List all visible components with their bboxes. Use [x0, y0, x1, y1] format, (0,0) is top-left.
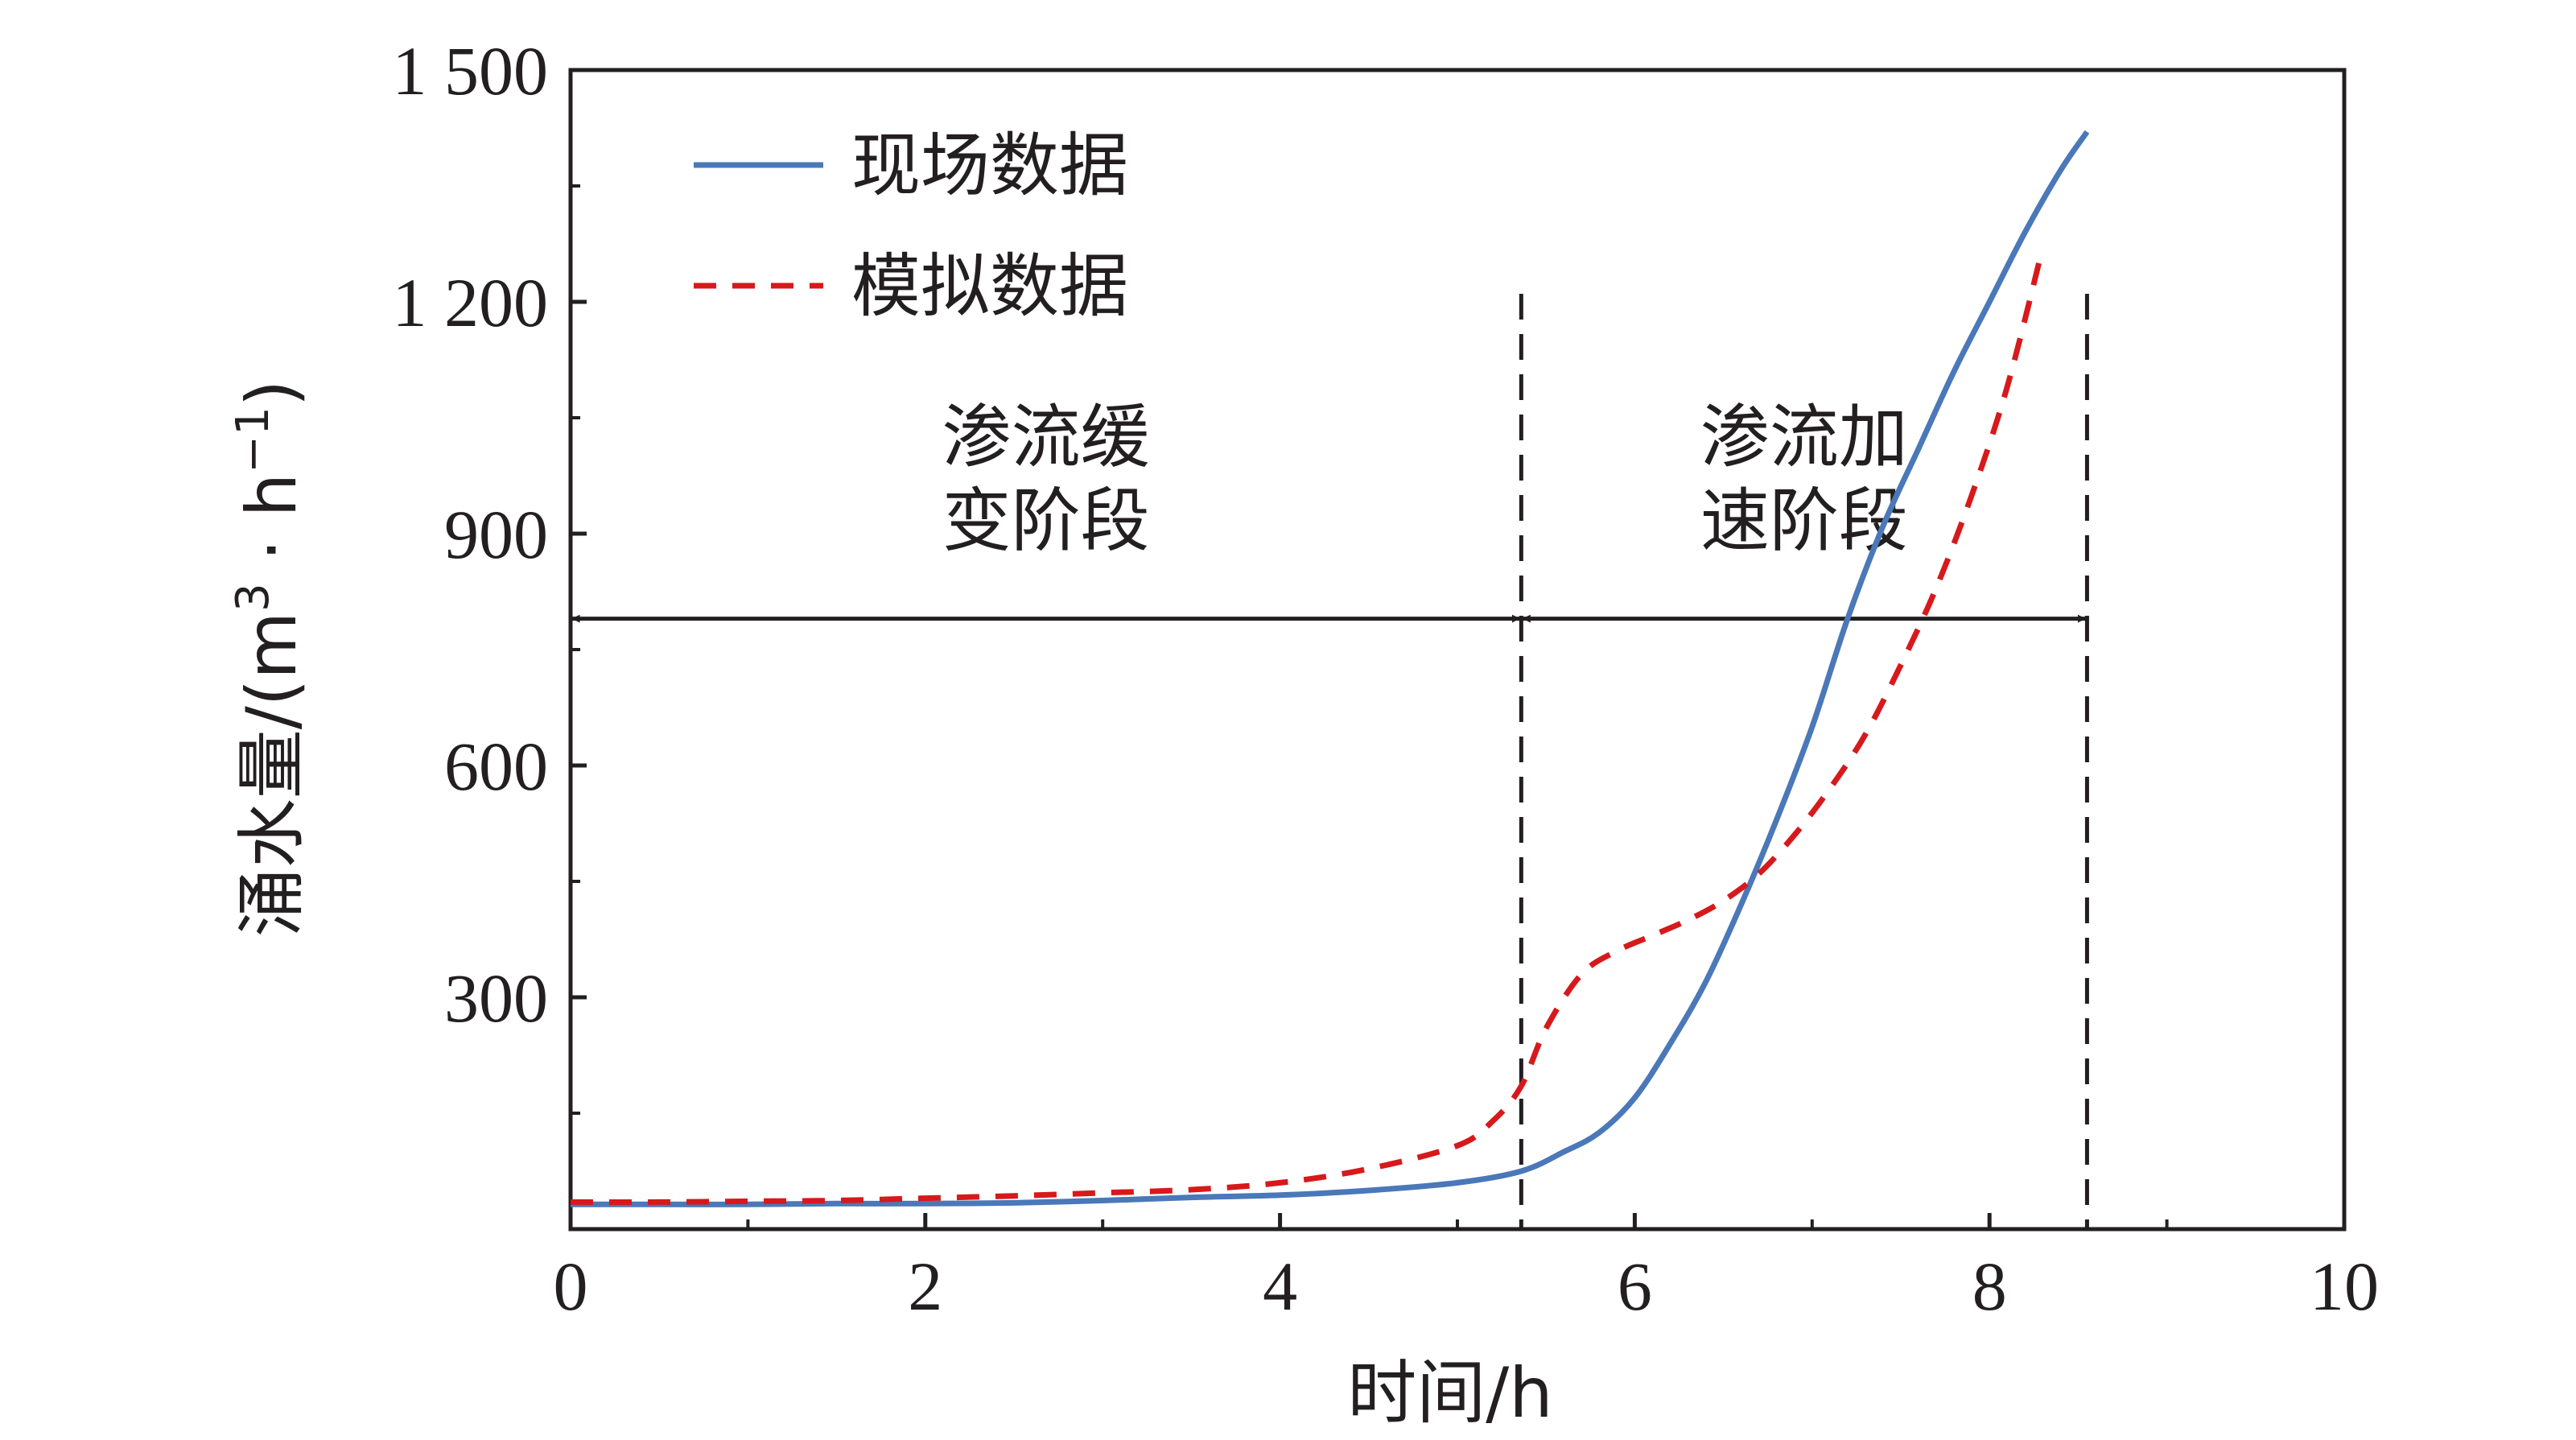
- legend-label: 现场数据: [851, 126, 1128, 206]
- y-tick-label: 1 500: [393, 32, 549, 109]
- plot-border: [568, 68, 2347, 1232]
- y-axis-title: 涌水量/(m3 · h−1): [227, 380, 312, 938]
- x-tick-label: 8: [1972, 1248, 2007, 1325]
- y-axis-title-end: ): [232, 380, 312, 407]
- y-tick-label: 900: [444, 496, 548, 573]
- series-line-2: [570, 246, 2046, 1205]
- x-tick-label: 4: [1263, 1248, 1297, 1325]
- stage-label: 渗流缓: [942, 398, 1150, 478]
- stage-label: 变阶段: [942, 481, 1150, 562]
- x-tick-label: 0: [554, 1248, 588, 1325]
- x-axis-title: 时间/h: [1347, 1353, 1552, 1434]
- plot-frame: [568, 68, 2347, 1232]
- series-line-1: [571, 130, 2090, 1207]
- y-axis-title-sup1: 3: [227, 583, 279, 612]
- series-lines: [570, 130, 2090, 1207]
- stage-label: 渗流加: [1700, 398, 1908, 478]
- y-axis-title-main: 涌水量/(m: [232, 612, 312, 937]
- x-tick-label: 6: [1618, 1248, 1652, 1325]
- x-tick-label: 10: [2310, 1248, 2379, 1325]
- y-tick-label: 600: [444, 728, 548, 805]
- stage-dividers: [1519, 294, 2089, 1229]
- y-tick-label: 300: [444, 959, 548, 1037]
- legend-label: 模拟数据: [851, 246, 1128, 327]
- y-axis-title-sup2: −1: [227, 406, 279, 473]
- stage-label: 速阶段: [1700, 481, 1908, 562]
- y-axis: 300 600 900 1 200 1 500: [393, 32, 587, 1115]
- x-tick-label: 2: [908, 1248, 942, 1325]
- y-tick-label: 1 200: [393, 264, 549, 341]
- x-axis: 0 2 4 6 8 10: [554, 1213, 2379, 1325]
- y-axis-title-mid: · h: [232, 473, 312, 584]
